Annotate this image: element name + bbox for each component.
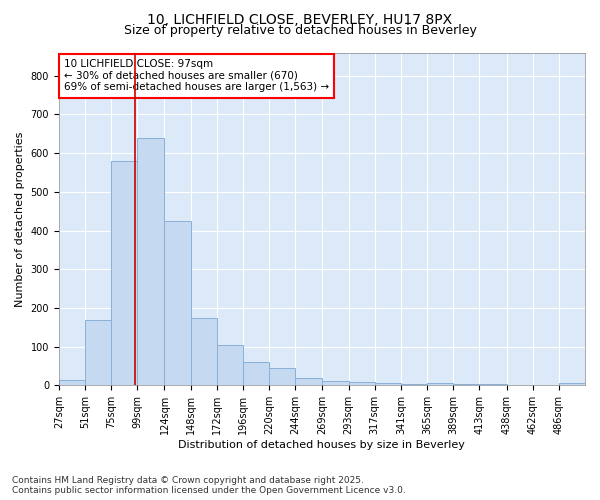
- Bar: [137, 138, 164, 386]
- Bar: [269, 368, 295, 386]
- Bar: [111, 161, 137, 386]
- X-axis label: Distribution of detached houses by size in Beverley: Distribution of detached houses by size …: [178, 440, 466, 450]
- Bar: [506, 384, 533, 386]
- Text: Size of property relative to detached houses in Beverley: Size of property relative to detached ho…: [124, 24, 476, 37]
- Bar: [322, 382, 349, 386]
- Text: Contains HM Land Registry data © Crown copyright and database right 2025.
Contai: Contains HM Land Registry data © Crown c…: [12, 476, 406, 495]
- Bar: [559, 384, 585, 386]
- Bar: [533, 384, 559, 386]
- Bar: [401, 384, 427, 386]
- Bar: [295, 378, 322, 386]
- Bar: [191, 318, 217, 386]
- Y-axis label: Number of detached properties: Number of detached properties: [15, 131, 25, 306]
- Bar: [85, 320, 111, 386]
- Bar: [164, 221, 191, 386]
- Text: 10, LICHFIELD CLOSE, BEVERLEY, HU17 8PX: 10, LICHFIELD CLOSE, BEVERLEY, HU17 8PX: [148, 12, 452, 26]
- Bar: [427, 384, 453, 386]
- Bar: [349, 382, 375, 386]
- Bar: [453, 384, 479, 386]
- Bar: [59, 380, 85, 386]
- Bar: [375, 384, 401, 386]
- Bar: [479, 384, 506, 386]
- Bar: [243, 362, 269, 386]
- Text: 10 LICHFIELD CLOSE: 97sqm
← 30% of detached houses are smaller (670)
69% of semi: 10 LICHFIELD CLOSE: 97sqm ← 30% of detac…: [64, 59, 329, 92]
- Bar: [217, 344, 243, 386]
